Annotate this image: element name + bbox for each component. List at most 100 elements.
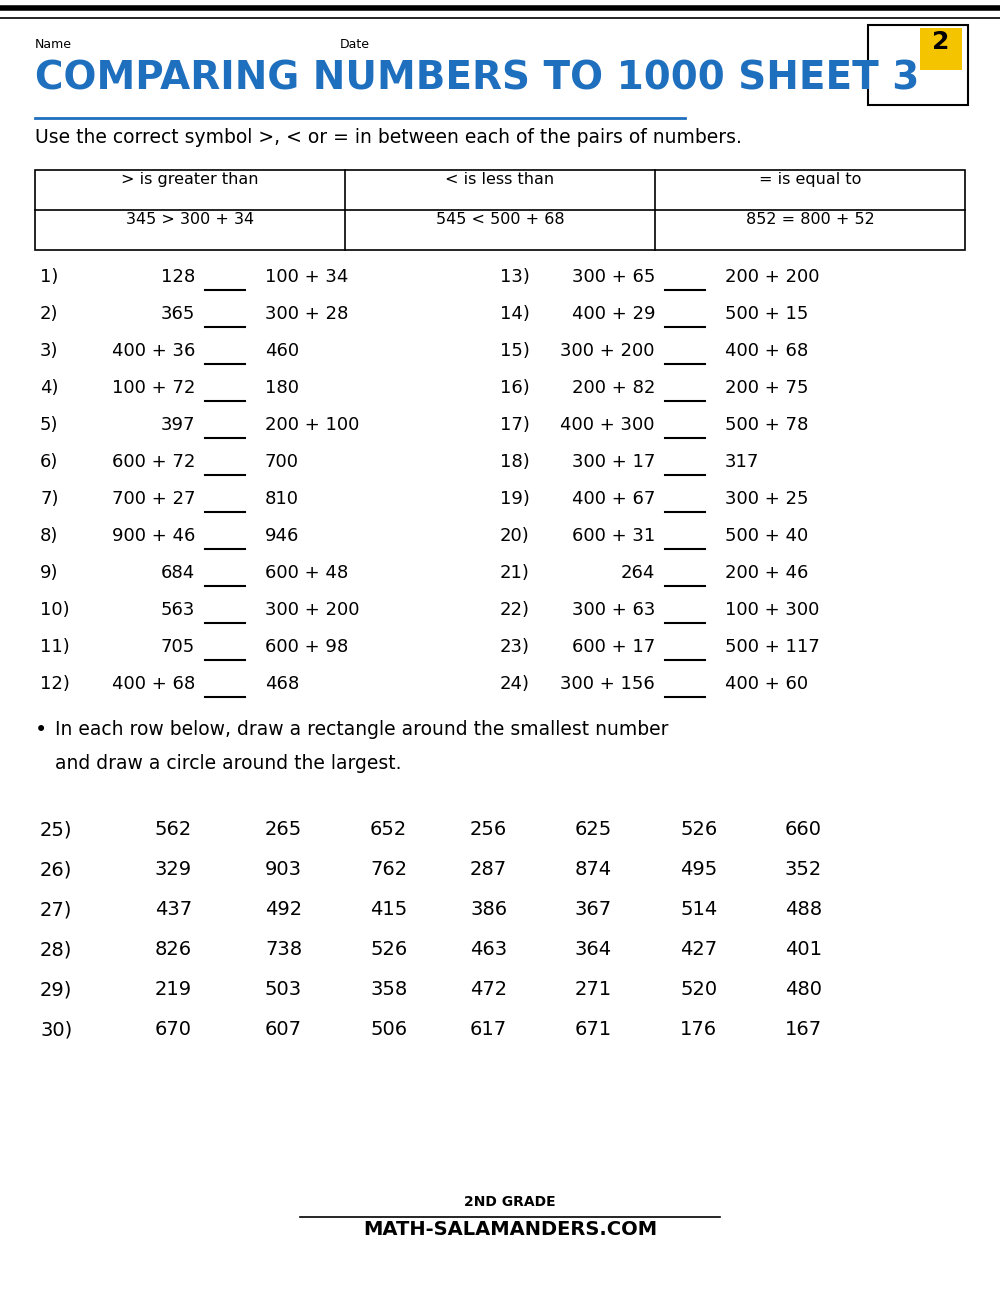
Text: 256: 256 <box>470 820 507 839</box>
Text: MATH-SALAMANDERS.COM: MATH-SALAMANDERS.COM <box>363 1220 657 1238</box>
Text: 495: 495 <box>680 861 717 879</box>
Text: 500 + 15: 500 + 15 <box>725 305 808 324</box>
Text: 600 + 31: 600 + 31 <box>572 527 655 545</box>
Text: 480: 480 <box>785 980 822 999</box>
Text: = is equal to: = is equal to <box>759 172 861 188</box>
Text: 625: 625 <box>575 820 612 839</box>
Text: 2: 2 <box>932 30 950 54</box>
Text: 345 > 300 + 34: 345 > 300 + 34 <box>126 212 254 226</box>
Text: 562: 562 <box>155 820 192 839</box>
Text: 26): 26) <box>40 861 72 879</box>
Text: 671: 671 <box>575 1020 612 1039</box>
Text: 600 + 48: 600 + 48 <box>265 564 348 582</box>
Text: 852 = 800 + 52: 852 = 800 + 52 <box>746 212 874 226</box>
Text: Name: Name <box>35 38 72 50</box>
Text: 670: 670 <box>155 1020 192 1039</box>
Text: 9): 9) <box>40 564 58 582</box>
Text: 903: 903 <box>265 861 302 879</box>
Text: 265: 265 <box>265 820 302 839</box>
Text: 600 + 98: 600 + 98 <box>265 638 348 656</box>
Text: 400 + 29: 400 + 29 <box>572 305 655 324</box>
Text: 545 < 500 + 68: 545 < 500 + 68 <box>436 212 564 226</box>
Text: > is greater than: > is greater than <box>121 172 259 188</box>
Text: 264: 264 <box>621 564 655 582</box>
Text: 352: 352 <box>785 861 822 879</box>
Text: 300 + 200: 300 + 200 <box>560 342 655 360</box>
Bar <box>868 25 968 105</box>
Text: 6): 6) <box>40 453 58 471</box>
Text: 367: 367 <box>575 901 612 919</box>
Text: 500 + 78: 500 + 78 <box>725 415 808 433</box>
Text: •: • <box>35 719 47 740</box>
Text: 400 + 68: 400 + 68 <box>112 675 195 694</box>
Text: 100 + 300: 100 + 300 <box>725 600 819 619</box>
Text: 600 + 72: 600 + 72 <box>112 453 195 471</box>
Text: 617: 617 <box>470 1020 507 1039</box>
Text: 200 + 100: 200 + 100 <box>265 415 359 433</box>
Text: 17): 17) <box>500 415 530 433</box>
Text: 23): 23) <box>500 638 530 656</box>
Text: 8): 8) <box>40 527 58 545</box>
Text: 300 + 25: 300 + 25 <box>725 490 808 509</box>
Text: 128: 128 <box>161 268 195 286</box>
Text: 13): 13) <box>500 268 530 286</box>
Text: 19): 19) <box>500 490 530 509</box>
Text: 329: 329 <box>155 861 192 879</box>
Text: and draw a circle around the largest.: and draw a circle around the largest. <box>55 754 402 773</box>
Text: 463: 463 <box>470 939 507 959</box>
Text: 762: 762 <box>370 861 407 879</box>
Text: 300 + 63: 300 + 63 <box>572 600 655 619</box>
Text: 400 + 68: 400 + 68 <box>725 342 808 360</box>
Text: 874: 874 <box>575 861 612 879</box>
Text: 364: 364 <box>575 939 612 959</box>
Text: 5): 5) <box>40 415 58 433</box>
Text: 18): 18) <box>500 453 530 471</box>
Text: 401: 401 <box>785 939 822 959</box>
Text: 520: 520 <box>680 980 717 999</box>
Text: < is less than: < is less than <box>445 172 555 188</box>
Text: 200 + 82: 200 + 82 <box>572 379 655 397</box>
Text: 460: 460 <box>265 342 299 360</box>
Text: 100 + 72: 100 + 72 <box>112 379 195 397</box>
Text: 437: 437 <box>155 901 192 919</box>
Text: 100 + 34: 100 + 34 <box>265 268 348 286</box>
Text: COMPARING NUMBERS TO 1000 SHEET 3: COMPARING NUMBERS TO 1000 SHEET 3 <box>35 60 919 98</box>
Text: 810: 810 <box>265 490 299 509</box>
Text: 365: 365 <box>161 305 195 324</box>
Text: 24): 24) <box>500 675 530 694</box>
Text: 27): 27) <box>40 901 72 919</box>
Text: 500 + 40: 500 + 40 <box>725 527 808 545</box>
Text: 705: 705 <box>161 638 195 656</box>
Text: 300 + 28: 300 + 28 <box>265 305 348 324</box>
Text: Use the correct symbol >, < or = in between each of the pairs of numbers.: Use the correct symbol >, < or = in betw… <box>35 128 742 148</box>
Text: 652: 652 <box>370 820 407 839</box>
Text: 415: 415 <box>370 901 407 919</box>
Text: 503: 503 <box>265 980 302 999</box>
Text: 400 + 300: 400 + 300 <box>560 415 655 433</box>
Text: 176: 176 <box>680 1020 717 1039</box>
Text: Date: Date <box>340 38 370 50</box>
Text: 200 + 46: 200 + 46 <box>725 564 808 582</box>
Text: 180: 180 <box>265 379 299 397</box>
Text: 700: 700 <box>265 453 299 471</box>
Text: 25): 25) <box>40 820 72 839</box>
Text: 4): 4) <box>40 379 58 397</box>
Text: 317: 317 <box>725 453 759 471</box>
Text: 492: 492 <box>265 901 302 919</box>
Text: 468: 468 <box>265 675 299 694</box>
Text: 300 + 156: 300 + 156 <box>560 675 655 694</box>
Text: 14): 14) <box>500 305 530 324</box>
Text: 400 + 60: 400 + 60 <box>725 675 808 694</box>
Text: 427: 427 <box>680 939 717 959</box>
Text: 29): 29) <box>40 980 72 999</box>
Text: 563: 563 <box>161 600 195 619</box>
Text: 946: 946 <box>265 527 299 545</box>
Bar <box>920 28 962 70</box>
Text: 271: 271 <box>575 980 612 999</box>
Text: 700 + 27: 700 + 27 <box>112 490 195 509</box>
Text: 300 + 65: 300 + 65 <box>572 268 655 286</box>
Text: 900 + 46: 900 + 46 <box>112 527 195 545</box>
Text: 400 + 36: 400 + 36 <box>112 342 195 360</box>
Text: 200 + 200: 200 + 200 <box>725 268 820 286</box>
Text: 738: 738 <box>265 939 302 959</box>
